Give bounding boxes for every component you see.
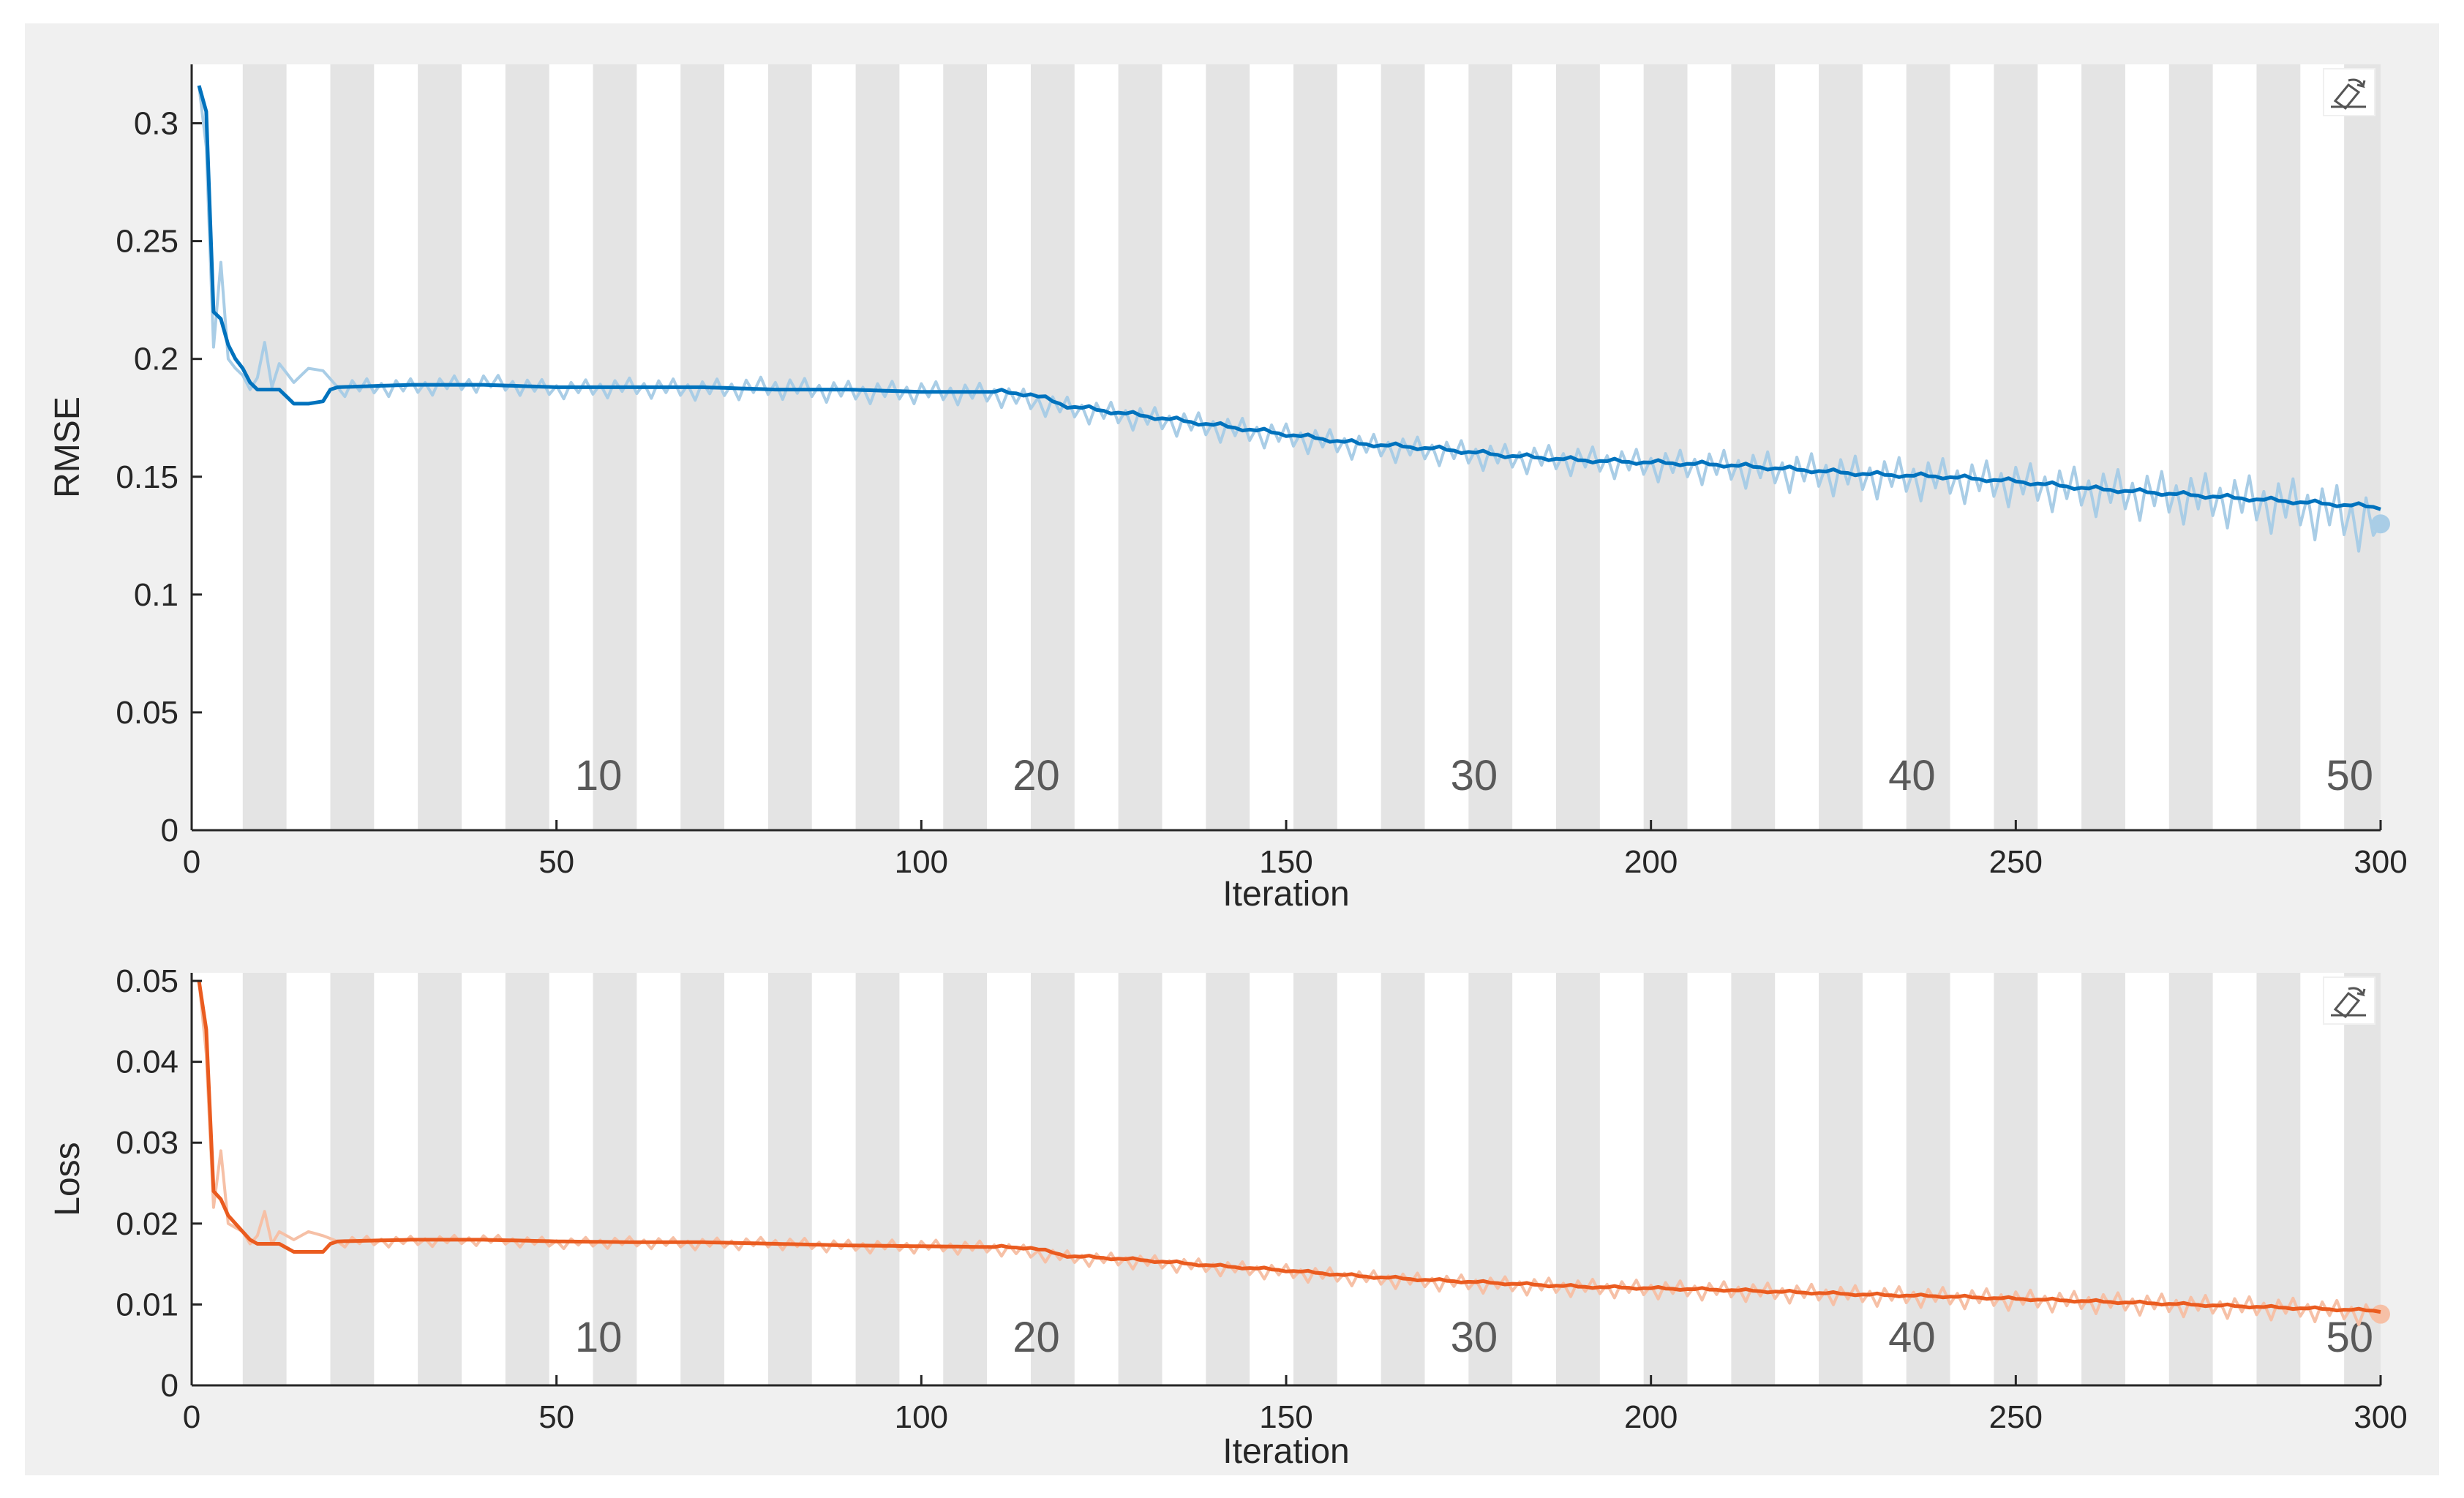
epoch-label: 50	[2326, 1314, 2373, 1361]
rmse-smoothed-line	[197, 85, 2381, 511]
epoch-band	[1906, 973, 1950, 1385]
epoch-label: 40	[1888, 752, 1936, 799]
epoch-label: 50	[2326, 752, 2373, 799]
epoch-band	[1118, 973, 1162, 1385]
epoch-band	[1118, 64, 1162, 830]
y-tick-label: 0	[161, 1368, 179, 1404]
epoch-band	[680, 64, 725, 830]
x-tick-label: 150	[1259, 1399, 1312, 1435]
epoch-band	[2081, 973, 2125, 1385]
epoch-label: 30	[1451, 1314, 1498, 1361]
epoch-band	[1731, 64, 1776, 830]
y-tick-label: 0.02	[116, 1206, 179, 1242]
epoch-band	[2168, 64, 2213, 830]
y-tick-label: 0.15	[116, 459, 179, 495]
y-tick-label: 0.05	[116, 695, 179, 731]
y-tick-label: 0.04	[116, 1045, 179, 1080]
loss-smoothed-line	[197, 980, 2381, 1314]
y-tick-label: 0.3	[134, 106, 179, 142]
loss-chart: 10 20 30 40 50 0 50 100 150 200 250 300 0 0.01 0.02 0.0…	[48, 963, 2408, 1471]
loss-last-point	[2371, 1304, 2390, 1324]
epoch-band	[242, 64, 287, 830]
epoch-band	[593, 973, 637, 1385]
y-tick-label: 0.03	[116, 1125, 179, 1161]
epoch-band	[1468, 973, 1513, 1385]
y-tick-label: 0.05	[116, 963, 179, 999]
epoch-band	[593, 64, 637, 830]
y-tick-label: 0.01	[116, 1287, 179, 1322]
epoch-band	[943, 64, 988, 830]
loss-y-axis-label: Loss	[48, 1142, 87, 1216]
loss-x-axis-label: Iteration	[1222, 1432, 1349, 1471]
epoch-band	[1030, 973, 1075, 1385]
epoch-label: 20	[1013, 1314, 1060, 1361]
x-tick-label: 0	[183, 1399, 200, 1435]
y-tick-label: 0	[161, 813, 179, 848]
epoch-band	[1206, 973, 1250, 1385]
epoch-band	[505, 64, 549, 830]
epoch-band	[2256, 973, 2301, 1385]
x-tick-label: 250	[1989, 844, 2043, 880]
rmse-last-point	[2371, 514, 2390, 534]
rmse-y-axis-label: RMSE	[48, 396, 87, 498]
y-tick-label: 0.25	[116, 224, 179, 260]
rmse-x-axis-label: Iteration	[1222, 875, 1349, 914]
rmse-chart: 10 20 30 40 50 0 50 100 150 200 250 300 0 0.05 0.1 0.15…	[48, 64, 2408, 914]
axes-toolbar-export-icon[interactable]	[2323, 68, 2375, 116]
x-tick-label: 300	[2354, 844, 2407, 880]
epoch-label: 40	[1888, 1314, 1936, 1361]
epoch-label: 20	[1013, 752, 1060, 799]
x-tick-label: 200	[1624, 844, 1678, 880]
epoch-band	[855, 973, 900, 1385]
epoch-band	[855, 64, 900, 830]
epoch-band	[1994, 973, 2038, 1385]
epoch-band	[1819, 64, 1863, 830]
y-tick-label: 0.2	[134, 342, 179, 377]
x-tick-label: 50	[538, 1399, 574, 1435]
epoch-band	[943, 973, 988, 1385]
epoch-band	[330, 64, 375, 830]
epoch-band	[330, 973, 375, 1385]
x-tick-label: 0	[183, 844, 200, 880]
epoch-band	[505, 973, 549, 1385]
epoch-band	[1206, 64, 1250, 830]
epoch-band	[1643, 64, 1688, 830]
epoch-band	[242, 973, 287, 1385]
axes-toolbar-export-icon[interactable]	[2323, 976, 2375, 1025]
epoch-band	[1994, 64, 2038, 830]
epoch-band	[2256, 64, 2301, 830]
x-tick-label: 50	[538, 844, 574, 880]
y-tick-label: 0.1	[134, 577, 179, 613]
epoch-band	[1293, 973, 1337, 1385]
epoch-band	[1819, 973, 1863, 1385]
epoch-band	[1731, 973, 1776, 1385]
epoch-band	[1643, 973, 1688, 1385]
epoch-band	[418, 973, 462, 1385]
epoch-band	[2344, 64, 2381, 830]
epoch-band	[767, 64, 812, 830]
epoch-band	[1030, 64, 1075, 830]
x-tick-label: 150	[1259, 844, 1312, 880]
epoch-band	[2081, 64, 2125, 830]
epoch-band	[418, 64, 462, 830]
x-tick-label: 300	[2354, 1399, 2407, 1435]
x-tick-label: 200	[1624, 1399, 1678, 1435]
epoch-band	[680, 973, 725, 1385]
epoch-label: 10	[575, 752, 623, 799]
x-tick-label: 250	[1989, 1399, 2043, 1435]
epoch-band	[767, 973, 812, 1385]
epoch-band	[1293, 64, 1337, 830]
epoch-band	[1906, 64, 1950, 830]
epoch-band	[2168, 973, 2213, 1385]
x-tick-label: 100	[895, 844, 948, 880]
epoch-band	[1381, 973, 1425, 1385]
x-tick-label: 100	[895, 1399, 948, 1435]
epoch-label: 10	[575, 1314, 623, 1361]
epoch-band	[1556, 973, 1600, 1385]
epoch-label: 30	[1451, 752, 1498, 799]
